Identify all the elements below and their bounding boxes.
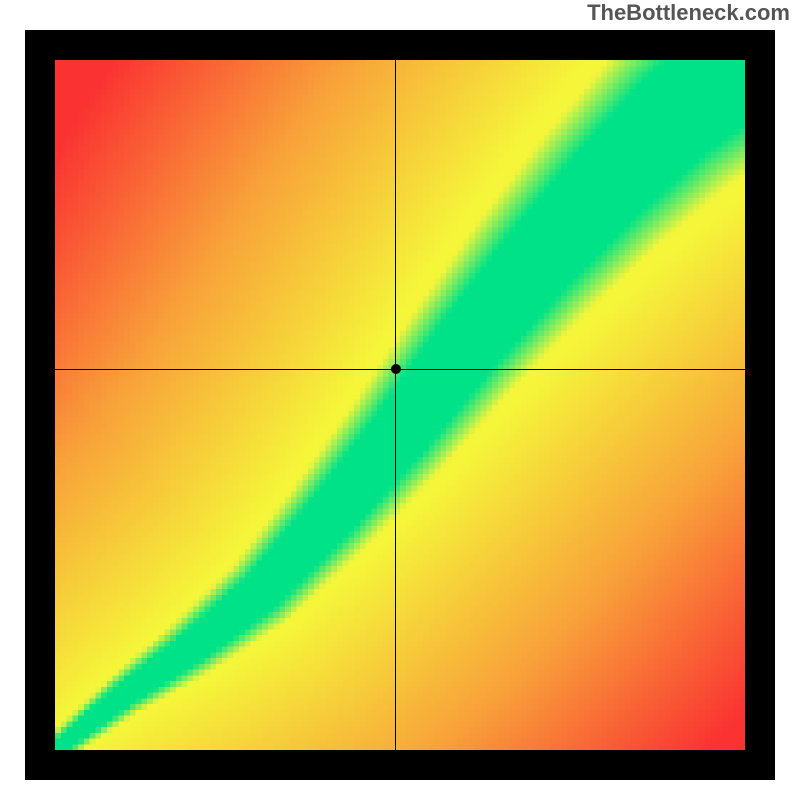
plot-area [55, 60, 745, 750]
data-point-marker [391, 364, 401, 374]
attribution-text: TheBottleneck.com [587, 0, 790, 26]
figure-container: TheBottleneck.com [0, 0, 800, 800]
heatmap-canvas [55, 60, 745, 750]
crosshair-vertical [395, 60, 396, 750]
